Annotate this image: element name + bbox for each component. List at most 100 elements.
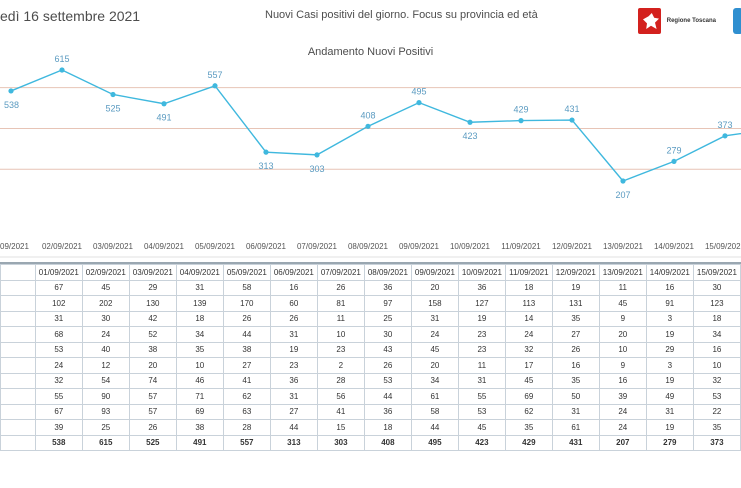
table-cell: 23: [457, 341, 506, 358]
totals-row: 538 615 525 491 557 313 303 408 495 423 429 431 207 2…: [0, 434, 741, 451]
table-row: 55 90 57 71 62 31 56 44 61 55 69 50 39 49 53: [0, 388, 741, 405]
data-point: [569, 117, 575, 123]
table-cell: 31: [457, 372, 506, 389]
table-cell: 16: [645, 279, 694, 296]
table-cell: 22: [692, 403, 741, 420]
total-cell: 408: [363, 434, 412, 451]
column-header[interactable]: 13/09/2021: [598, 264, 647, 281]
total-cell: 615: [81, 434, 130, 451]
table-cell: 23: [316, 341, 365, 358]
data-point: [416, 100, 422, 106]
table-cell: 102: [34, 295, 83, 312]
total-cell: 207: [598, 434, 647, 451]
data-point: [8, 88, 14, 94]
table-cell: 46: [175, 372, 224, 389]
table-cell: 26: [316, 279, 365, 296]
table-cell: 67: [34, 403, 83, 420]
data-point: [314, 152, 320, 158]
table-cell: 45: [457, 419, 506, 436]
table-cell: 61: [551, 419, 600, 436]
table-cell: 26: [269, 310, 318, 327]
table-cell: 38: [175, 419, 224, 436]
row-label-cell: [0, 310, 36, 327]
column-header[interactable]: 06/09/2021: [269, 264, 318, 281]
table-cell: 28: [222, 419, 271, 436]
data-label: 408: [360, 110, 375, 120]
row-label-cell: [0, 326, 36, 343]
data-point: [467, 119, 473, 125]
row-label-cell: [0, 295, 36, 312]
table-cell: 18: [692, 310, 741, 327]
column-header[interactable]: 14/09/2021: [645, 264, 694, 281]
column-header[interactable]: 12/09/2021: [551, 264, 600, 281]
row-label-cell: [0, 357, 36, 374]
data-label: 557: [207, 70, 222, 80]
total-cell: 538: [34, 434, 83, 451]
table-cell: 32: [692, 372, 741, 389]
table-cell: 20: [410, 279, 459, 296]
table-cell: 56: [316, 388, 365, 405]
table-cell: 170: [222, 295, 271, 312]
table-cell: 57: [128, 388, 177, 405]
data-label: 303: [309, 164, 324, 174]
table-cell: 69: [175, 403, 224, 420]
table-cell: 25: [363, 310, 412, 327]
table-cell: 34: [410, 372, 459, 389]
x-tick-label: 15/09/2021: [705, 242, 741, 251]
table-row: 67 45 29 31 58 16 26 36 20 36 18 19 11 16 30: [0, 279, 741, 296]
column-header[interactable]: 02/09/2021: [81, 264, 130, 281]
column-header[interactable]: 10/09/2021: [457, 264, 506, 281]
table-cell: 44: [269, 419, 318, 436]
column-header[interactable]: 11/09/2021: [504, 264, 553, 281]
dashboard-title: Nuovi Casi positivi del giorno. Focus su…: [265, 9, 538, 21]
row-label-cell: [0, 388, 36, 405]
row-label-cell: [0, 434, 36, 451]
table-cell: 55: [457, 388, 506, 405]
table-cell: 24: [410, 326, 459, 343]
date-title: edì 16 settembre 2021: [0, 8, 141, 24]
table-cell: 3: [645, 357, 694, 374]
column-header[interactable]: 09/09/2021: [410, 264, 459, 281]
total-cell: 495: [410, 434, 459, 451]
total-cell: 557: [222, 434, 271, 451]
table-cell: 44: [363, 388, 412, 405]
table-cell: 38: [222, 341, 271, 358]
side-panel-icon[interactable]: [733, 8, 741, 34]
table-cell: 16: [551, 357, 600, 374]
table-cell: 19: [645, 326, 694, 343]
x-tick-label: 04/09/2021: [144, 242, 185, 251]
column-header[interactable]: 15/09/2021: [692, 264, 741, 281]
table-row: 102 202 130 139 170 60 81 97 158 127 113 131 45 91 123: [0, 295, 741, 312]
total-cell: 431: [551, 434, 600, 451]
table-cell: 10: [316, 326, 365, 343]
table-cell: 39: [34, 419, 83, 436]
table-cell: 58: [222, 279, 271, 296]
table-cell: 202: [81, 295, 130, 312]
table-cell: 32: [504, 341, 553, 358]
column-header[interactable]: 07/09/2021: [316, 264, 365, 281]
column-header[interactable]: 08/09/2021: [363, 264, 412, 281]
data-label: 491: [156, 113, 171, 123]
row-label-cell: [0, 341, 36, 358]
column-header[interactable]: 03/09/2021: [128, 264, 177, 281]
table-cell: 45: [598, 295, 647, 312]
table-cell: 68: [34, 326, 83, 343]
table-cell: 62: [504, 403, 553, 420]
table-cell: 50: [551, 388, 600, 405]
table-cell: 18: [175, 310, 224, 327]
table-cell: 16: [692, 341, 741, 358]
row-label-cell: [0, 419, 36, 436]
table-cell: 36: [363, 279, 412, 296]
column-header[interactable]: 05/09/2021: [222, 264, 271, 281]
table-cell: 19: [269, 341, 318, 358]
table-row: 32 54 74 46 41 36 28 53 34 31 45 35 16 19 32: [0, 372, 741, 389]
column-header[interactable]: 01/09/2021: [34, 264, 83, 281]
column-header[interactable]: 04/09/2021: [175, 264, 224, 281]
data-point: [671, 158, 677, 165]
table-cell: 39: [598, 388, 647, 405]
data-label: 423: [462, 131, 477, 141]
data-point: [59, 67, 65, 73]
table-cell: 44: [410, 419, 459, 436]
x-tick-label: 10/09/2021: [450, 242, 491, 251]
table-cell: 38: [128, 341, 177, 358]
